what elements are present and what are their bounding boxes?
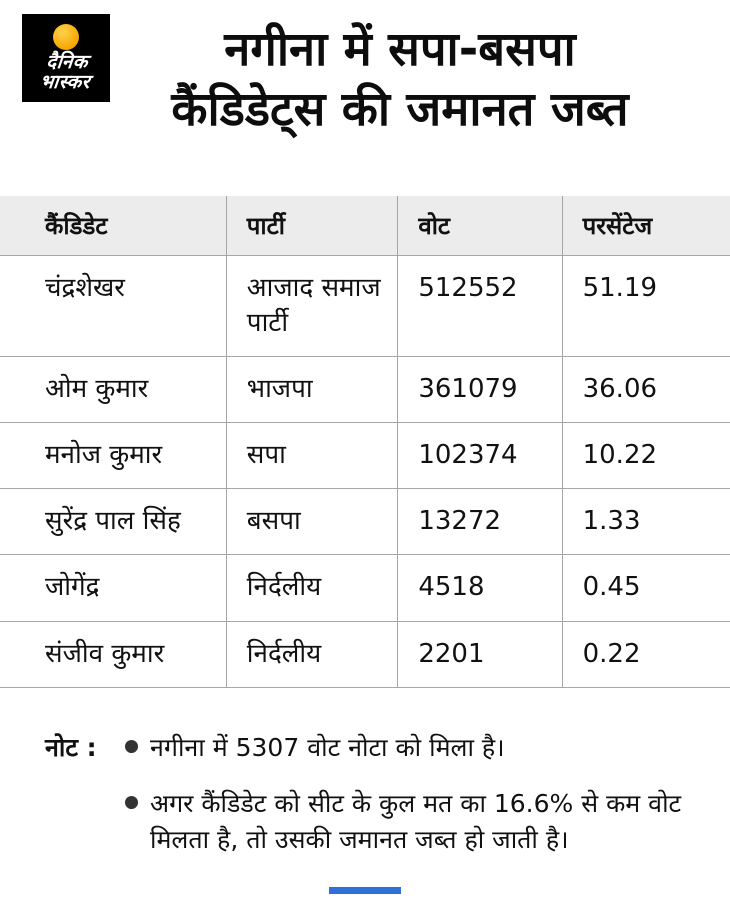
note-bullet: अगर कैंडिडेट को सीट के कुल मत का 16.6% स…: [125, 786, 700, 859]
brand-name-line1: दैनिक: [45, 50, 90, 73]
results-table: कैंडिडेट पार्टी वोट परसेंटेज चंद्रशेखर आ…: [0, 196, 730, 688]
note-bullet-text: अगर कैंडिडेट को सीट के कुल मत का 16.6% स…: [150, 788, 682, 855]
brand-logo: दैनिक भास्कर: [22, 14, 110, 102]
cell-votes: 13272: [397, 488, 563, 555]
cell-votes: 2201: [397, 620, 563, 688]
table-row: ओम कुमार भाजपा 361079 36.06: [0, 356, 730, 423]
table-row: संजीव कुमार निर्दलीय 2201 0.22: [0, 620, 730, 688]
cell-votes: 102374: [397, 422, 563, 489]
page-title-line2: कैंडिडेट्स की जमानत जब्त: [171, 82, 629, 137]
table-row: सुरेंद्र पाल सिंह बसपा 13272 1.33: [0, 488, 730, 555]
cell-percentage: 0.22: [561, 620, 730, 688]
column-header-candidate: कैंडिडेट: [0, 196, 227, 256]
table-row: जोगेंद्र निर्दलीय 4518 0.45: [0, 554, 730, 622]
cell-votes: 512552: [397, 254, 563, 357]
cell-percentage: 10.22: [561, 422, 730, 489]
cell-candidate: चंद्रशेखर: [0, 254, 227, 357]
brand-name: दैनिक भास्कर: [38, 50, 93, 93]
cell-party: भाजपा: [225, 356, 398, 423]
page-title: नगीना में सपा-बसपा कैंडिडेट्स की जमानत ज…: [0, 0, 730, 140]
column-header-party: पार्टी: [225, 196, 398, 256]
cell-percentage: 51.19: [561, 254, 730, 357]
bullet-dot-icon: [125, 795, 138, 809]
note-bullet-text: नगीना में 5307 वोट नोटा को मिला है।: [150, 732, 505, 762]
cell-votes: 4518: [397, 554, 563, 622]
cell-candidate: सुरेंद्र पाल सिंह: [0, 488, 227, 555]
brand-name-line2: भास्कर: [38, 70, 92, 93]
header: दैनिक भास्कर नगीना में सपा-बसपा कैंडिडेट…: [0, 0, 730, 196]
note-label: नोट :: [45, 732, 97, 762]
cell-votes: 361079: [397, 356, 563, 423]
column-header-percentage: परसेंटेज: [561, 196, 730, 256]
page-title-line1: नगीना में सपा-बसपा: [224, 22, 576, 77]
cell-party: आजाद समाज पार्टी: [225, 254, 398, 357]
bullet-dot-icon: [125, 739, 138, 753]
cell-party: सपा: [225, 422, 398, 489]
cell-percentage: 0.45: [561, 554, 730, 622]
cell-percentage: 1.33: [561, 488, 730, 555]
note-section: नोट : नगीना में 5307 वोट नोटा को मिला है…: [45, 730, 700, 879]
cell-party: निर्दलीय: [225, 554, 398, 622]
cell-party: निर्दलीय: [225, 620, 398, 688]
cell-percentage: 36.06: [561, 356, 730, 423]
table-header-row: कैंडिडेट पार्टी वोट परसेंटेज: [0, 196, 730, 256]
cell-candidate: मनोज कुमार: [0, 422, 227, 489]
table-row: चंद्रशेखर आजाद समाज पार्टी 512552 51.19: [0, 254, 730, 357]
column-header-votes: वोट: [397, 196, 563, 256]
bottom-accent-bar: [329, 887, 401, 894]
cell-candidate: जोगेंद्र: [0, 554, 227, 622]
note-bullet: नगीना में 5307 वोट नोटा को मिला है।: [125, 730, 700, 766]
note-bullets: नगीना में 5307 वोट नोटा को मिला है। अगर …: [125, 730, 700, 879]
table-row: मनोज कुमार सपा 102374 10.22: [0, 422, 730, 489]
sun-icon: [53, 23, 79, 50]
cell-candidate: ओम कुमार: [0, 356, 227, 423]
cell-candidate: संजीव कुमार: [0, 620, 227, 688]
cell-party: बसपा: [225, 488, 398, 555]
